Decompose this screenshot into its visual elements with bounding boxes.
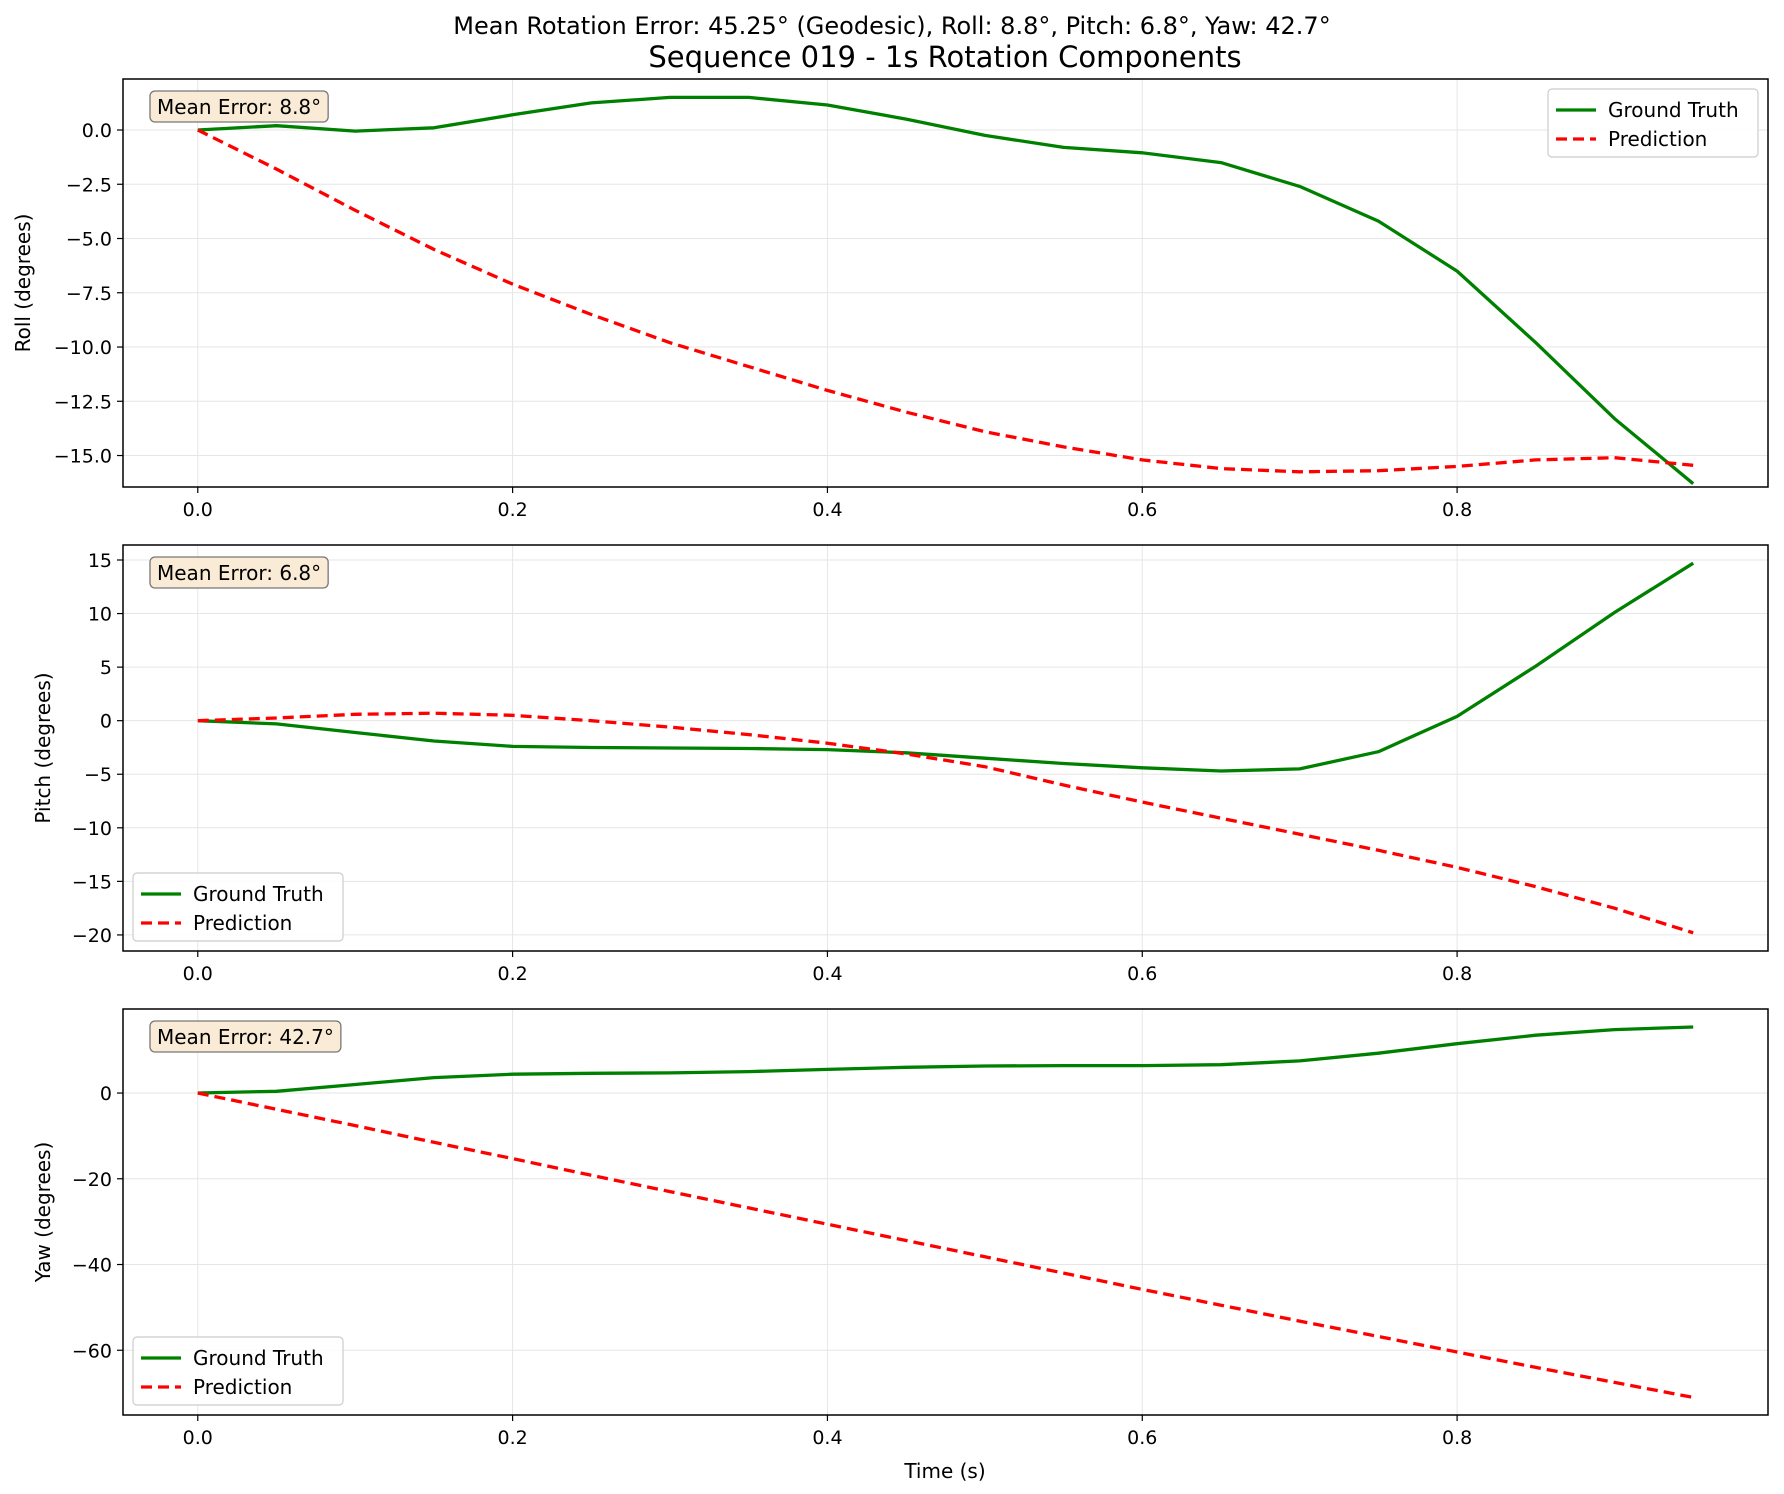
pitch-y-tick-label: −20: [72, 925, 112, 947]
roll-subplot: 0.0 0.2 0.4 0.6 0.8 0.0 −2.5 −5.0 −7.5 −10.0 −12.5…: [11, 78, 1769, 521]
roll-axes-frame: [122, 78, 1769, 488]
roll-ground-truth-line: [197, 95, 1695, 485]
pitch-y-axis-label: Pitch (degrees): [31, 672, 55, 823]
yaw-prediction-line: [197, 1091, 1694, 1400]
roll-prediction-line: [197, 128, 1694, 474]
pitch-x-tick-label: 0.2: [497, 963, 527, 985]
yaw-x-tick-label: 0.6: [1127, 1427, 1157, 1449]
roll-legend: Ground Truth Prediction: [1547, 88, 1759, 158]
roll-x-tick-label: 0.8: [1442, 499, 1472, 521]
pitch-y-tick-label: 5: [100, 657, 112, 679]
x-axis-label: Time (s): [903, 1459, 985, 1483]
pitch-x-tick-label: 0.4: [812, 963, 842, 985]
roll-x-tick-label: 0.0: [183, 499, 213, 521]
roll-y-tick-label: −2.5: [66, 174, 112, 196]
yaw-mean-error-box: [149, 1020, 342, 1053]
pitch-y-tick-label: −10: [72, 818, 112, 840]
pitch-axes-frame: [122, 544, 1769, 952]
yaw-y-tick-label: −40: [72, 1255, 112, 1277]
yaw-subplot: 0.0 0.2 0.4 0.6 0.8 0 −20 −40 −60 Yaw (degrees) Me…: [31, 1008, 1769, 1449]
roll-y-tick-label: −15.0: [54, 446, 112, 468]
yaw-legend-frame: [132, 1336, 344, 1406]
roll-legend-frame: [1547, 88, 1759, 158]
roll-legend-prediction-label: Prediction: [1608, 127, 1707, 151]
roll-y-tick-label: 0.0: [82, 120, 112, 142]
yaw-y-tick-label: 0: [100, 1083, 112, 1105]
pitch-x-tick-label: 0.8: [1442, 963, 1472, 985]
pitch-mean-error-box: [149, 556, 329, 589]
pitch-subplot: 0.0 0.2 0.4 0.6 0.8 15 10 5 0 −5 −10 −15 −20 Pitch (d…: [31, 544, 1769, 985]
yaw-legend-prediction-label: Prediction: [193, 1375, 292, 1399]
pitch-x-tick-label: 0.6: [1127, 963, 1157, 985]
roll-y-tick-label: −12.5: [54, 391, 112, 413]
pitch-legend-prediction-label: Prediction: [193, 911, 292, 935]
pitch-x-tick-label: 0.0: [183, 963, 213, 985]
yaw-x-tick-label: 0.8: [1442, 1427, 1472, 1449]
roll-y-tick-label: −7.5: [66, 283, 112, 305]
pitch-mean-error-annotation: Mean Error: 6.8°: [149, 556, 329, 589]
yaw-mean-error-annotation: Mean Error: 42.7°: [149, 1020, 342, 1053]
pitch-y-tick-label: −5: [84, 764, 112, 786]
figure-suptitle: Mean Rotation Error: 45.25° (Geodesic), …: [453, 12, 1330, 40]
roll-mean-error-box: [149, 90, 329, 123]
roll-x-tick-label: 0.4: [812, 499, 842, 521]
roll-y-tick-label: −10.0: [54, 337, 112, 359]
yaw-x-tick-label: 0.4: [812, 1427, 842, 1449]
yaw-legend-ground-truth-label: Ground Truth: [193, 1346, 324, 1370]
yaw-axes-frame: [122, 1008, 1769, 1416]
yaw-legend: Ground Truth Prediction: [132, 1336, 344, 1406]
roll-mean-error-annotation: Mean Error: 8.8°: [149, 90, 329, 123]
roll-y-axis-label: Roll (degrees): [11, 214, 35, 353]
yaw-ground-truth-line: [197, 1025, 1694, 1095]
roll-legend-ground-truth-label: Ground Truth: [1608, 98, 1739, 122]
roll-mean-error-text: Mean Error: 8.8°: [157, 95, 321, 119]
pitch-ground-truth-line: [197, 561, 1695, 773]
pitch-y-tick-label: 15: [88, 550, 112, 572]
pitch-y-tick-label: −15: [72, 871, 112, 893]
roll-x-tick-label: 0.2: [497, 499, 527, 521]
figure-title: Sequence 019 - 1s Rotation Components: [648, 40, 1241, 74]
yaw-x-tick-label: 0.2: [497, 1427, 527, 1449]
roll-y-tick-label: −5.0: [66, 229, 112, 251]
pitch-legend: Ground Truth Prediction: [132, 872, 344, 942]
roll-x-tick-label: 0.6: [1127, 499, 1157, 521]
pitch-legend-frame: [132, 872, 344, 942]
pitch-mean-error-text: Mean Error: 6.8°: [157, 561, 321, 585]
pitch-prediction-line: [197, 711, 1694, 935]
yaw-y-tick-label: −60: [72, 1340, 112, 1362]
yaw-y-axis-label: Yaw (degrees): [31, 1142, 55, 1284]
pitch-y-tick-label: 0: [100, 711, 112, 733]
yaw-x-tick-label: 0.0: [183, 1427, 213, 1449]
yaw-y-tick-label: −20: [72, 1169, 112, 1191]
pitch-legend-ground-truth-label: Ground Truth: [193, 882, 324, 906]
pitch-y-tick-label: 10: [88, 604, 112, 626]
subplots: 0.0 0.2 0.4 0.6 0.8 0.0 −2.5 −5.0 −7.5 −10.0 −12.5…: [11, 78, 1769, 1449]
yaw-mean-error-text: Mean Error: 42.7°: [157, 1025, 334, 1049]
